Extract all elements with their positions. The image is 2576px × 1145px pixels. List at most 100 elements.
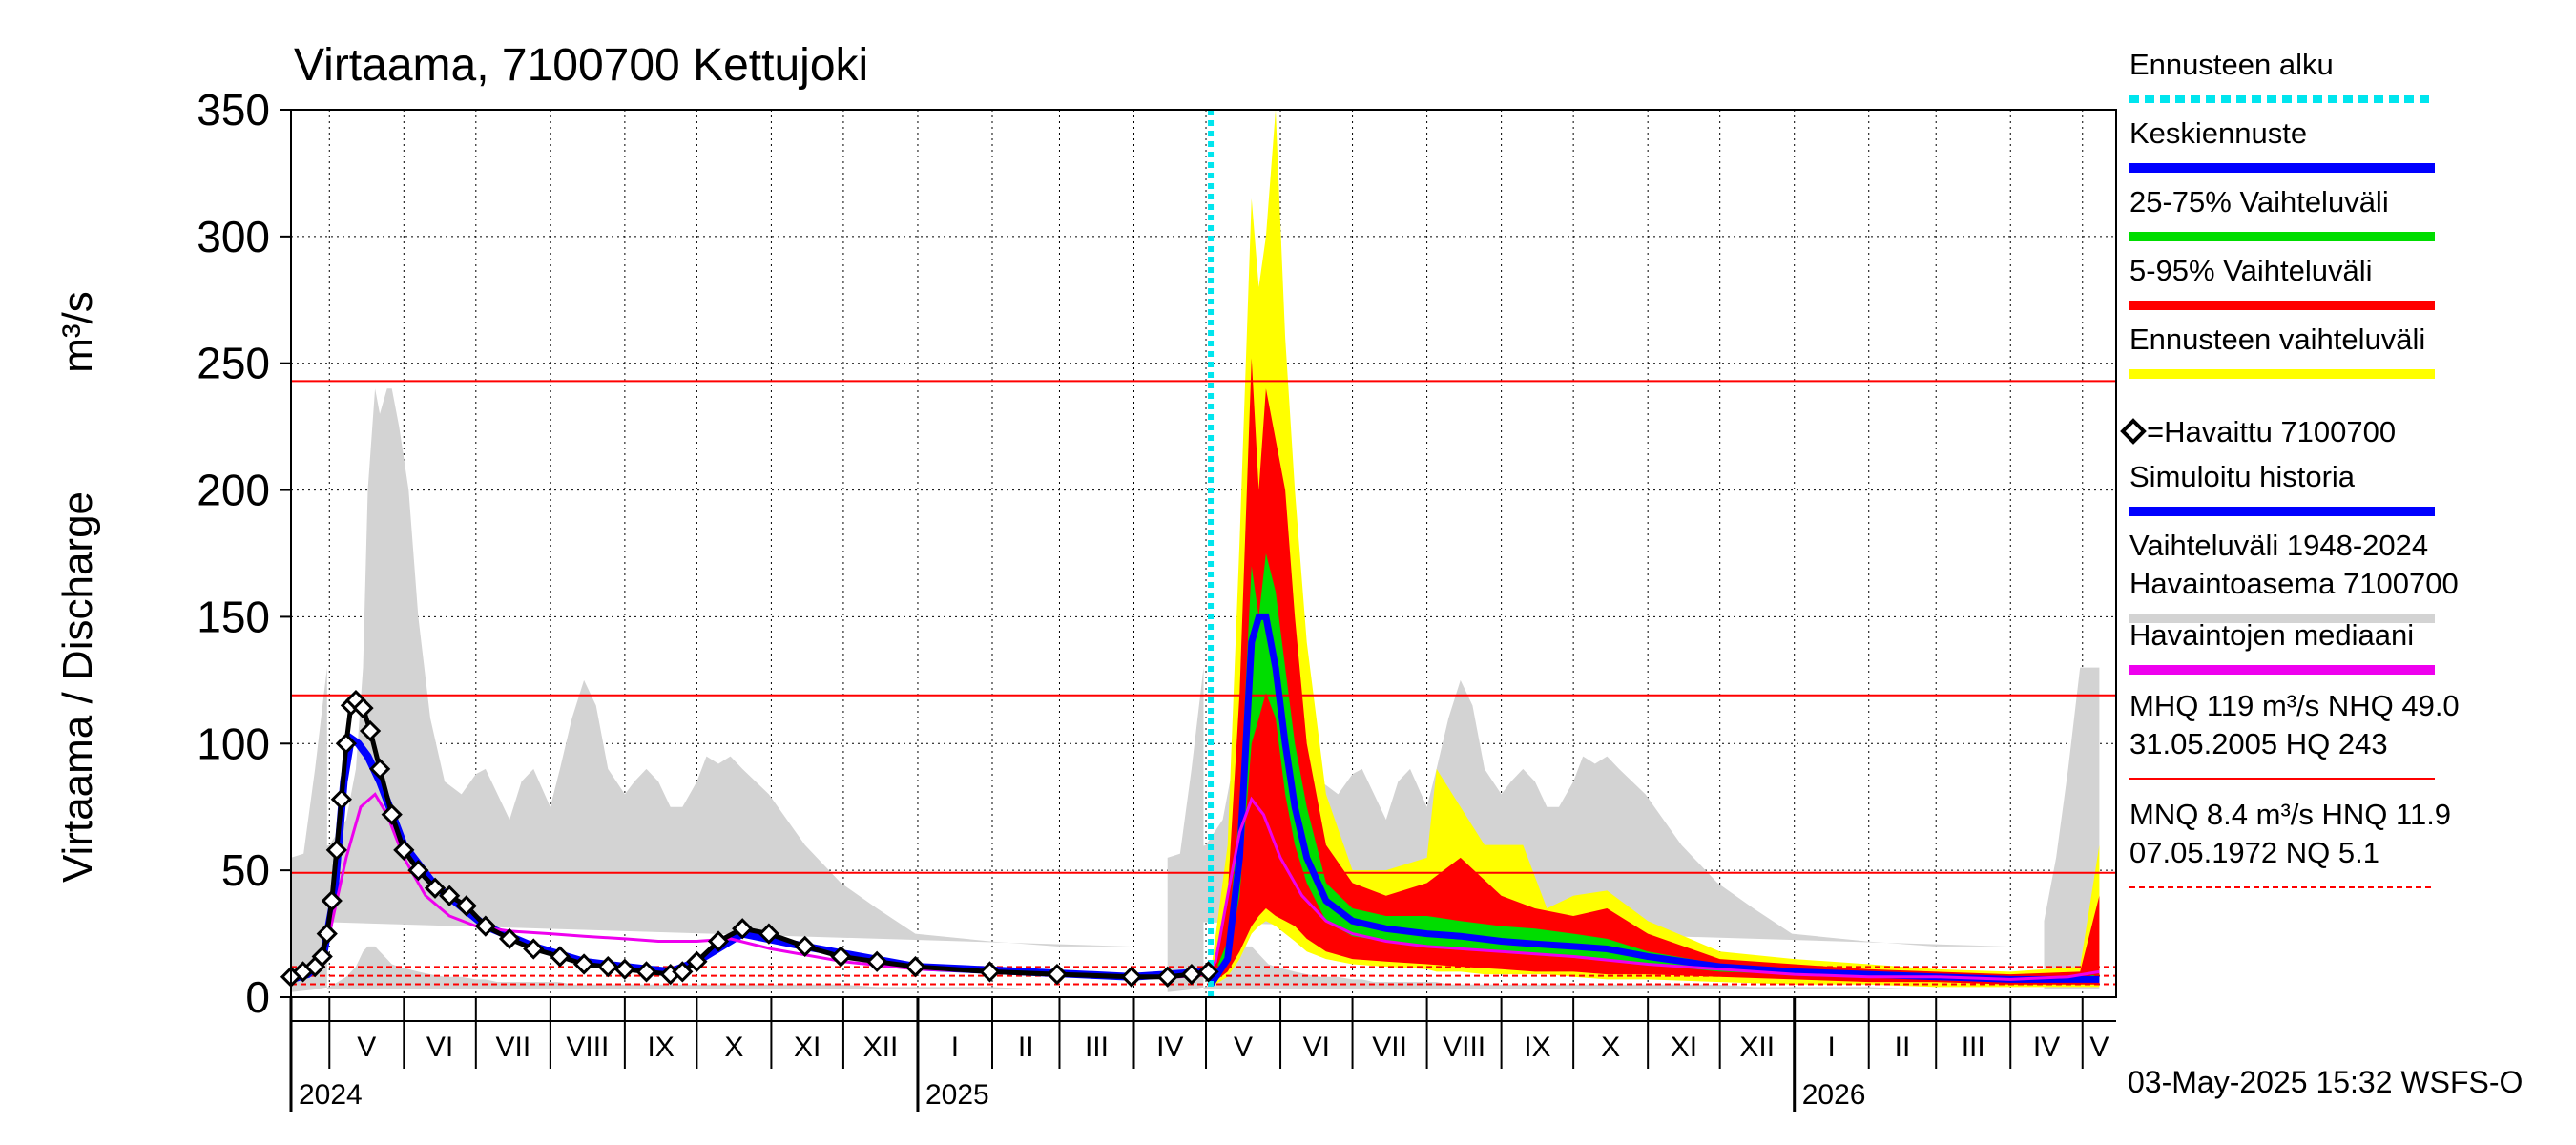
range-5-95-area [1211, 358, 2100, 985]
observed-point [352, 697, 374, 719]
year-label: 2026 [1802, 1079, 1866, 1111]
observed-point [979, 961, 1001, 983]
observed-point [321, 889, 343, 912]
y-axis-unit: m³/s [54, 291, 101, 373]
legend-label-line2: Havaintoasema 7100700 [2129, 567, 2459, 600]
month-label: IV [1156, 1031, 1183, 1063]
month-label: VI [1303, 1031, 1330, 1063]
observed-point [381, 803, 403, 825]
month-label: IX [1524, 1031, 1550, 1063]
y-tick-label: 150 [197, 592, 270, 641]
year-label: 2025 [925, 1079, 989, 1111]
observed-point [1120, 966, 1143, 988]
observed-point [311, 946, 333, 968]
month-label: XI [794, 1031, 821, 1063]
legend-label: Simuloitu historia [2129, 460, 2356, 493]
month-label: IX [647, 1031, 674, 1063]
month-label: III [1085, 1031, 1109, 1063]
month-label: X [724, 1031, 743, 1063]
month-label: VIII [566, 1031, 609, 1063]
month-label: XII [863, 1031, 899, 1063]
month-label: VI [426, 1031, 453, 1063]
y-axis-label: Virtaama / Discharge [54, 491, 101, 883]
median-forecast-line [1208, 613, 2100, 987]
observed-point [439, 885, 461, 906]
month-label: I [1828, 1031, 1836, 1063]
observed-point [393, 839, 415, 862]
month-label: V [1234, 1031, 1253, 1063]
footer-timestamp: 03-May-2025 15:32 WSFS-O [2128, 1065, 2523, 1099]
observed-point [316, 923, 338, 945]
y-tick-label: 350 [197, 85, 270, 135]
observed-point [572, 953, 595, 975]
month-label: XII [1739, 1031, 1775, 1063]
y-tick-label: 250 [197, 339, 270, 388]
month-label: II [1895, 1031, 1911, 1063]
observed-markers [280, 689, 1219, 988]
observed-point [830, 946, 852, 968]
observed-point [1156, 966, 1178, 988]
observed-point [904, 955, 926, 978]
plot-frame [290, 109, 2117, 998]
month-label: I [951, 1031, 959, 1063]
observed-point [672, 961, 694, 983]
observed-point [424, 877, 447, 899]
legend-label: MNQ 8.4 m³/s HNQ 11.9 [2129, 798, 2451, 831]
legend-label: MHQ 119 m³/s NHQ 49.0 [2129, 689, 2460, 722]
observed-point [330, 788, 352, 810]
observed-point [369, 758, 391, 780]
legend-label: Vaihteluväli 1948-2024 [2129, 529, 2428, 562]
month-label: VIII [1443, 1031, 1485, 1063]
legend-label: Keskiennuste [2129, 116, 2307, 150]
observed-point [335, 733, 358, 755]
observed-point [523, 938, 545, 960]
month-label: XI [1671, 1031, 1697, 1063]
y-tick-label: 100 [197, 718, 270, 768]
y-tick-label: 0 [245, 972, 270, 1022]
month-label: V [357, 1031, 376, 1063]
month-label: IV [2033, 1031, 2060, 1063]
historical-range-area-2025 [1167, 388, 2008, 992]
y-tick-label: 50 [221, 845, 270, 895]
legend-label: 25-75% Vaihteluväli [2129, 185, 2389, 219]
forecast-bands [1211, 110, 2100, 988]
y-tick-label: 200 [197, 466, 270, 515]
observed-point [359, 719, 382, 742]
legend: Ennusteen alku Keskiennuste 25-75% Vaihtel… [2120, 48, 2460, 888]
legend-label-line2: 07.05.1972 NQ 5.1 [2129, 836, 2379, 869]
observed-point [549, 946, 571, 968]
month-label: X [1601, 1031, 1620, 1063]
legend-label-line2: 31.05.2005 HQ 243 [2129, 727, 2388, 760]
chart-title: Virtaama, 7100700 Kettujoki [294, 40, 868, 91]
legend-label: Havaintojen mediaani [2129, 618, 2414, 652]
observed-point [325, 839, 347, 862]
observed-point [635, 961, 657, 983]
observed-point [758, 923, 780, 945]
month-label: V [2089, 1031, 2109, 1063]
observed-point [794, 935, 816, 957]
month-label: VII [1372, 1031, 1407, 1063]
year-label: 2024 [299, 1079, 363, 1111]
month-label: VII [495, 1031, 530, 1063]
legend-label: Ennusteen alku [2129, 48, 2334, 81]
observed-point [1180, 963, 1203, 986]
observed-point [474, 915, 497, 937]
observed-point [732, 918, 754, 940]
observed-point [613, 958, 635, 980]
historical-range-band [291, 388, 2100, 992]
historical-range-area-2026 [2044, 667, 2100, 989]
observed-point [1046, 963, 1069, 986]
legend-label: =Havaittu 7100700 [2147, 415, 2396, 448]
observed-point [597, 955, 619, 978]
historical-range-area-2024 [291, 388, 1132, 992]
observed-point [498, 927, 521, 950]
legend-marker [2120, 418, 2147, 445]
legend-label: Ennusteen vaihteluväli [2129, 323, 2425, 356]
observed-point [407, 860, 429, 882]
month-label: II [1018, 1031, 1034, 1063]
observed-point [1197, 961, 1219, 983]
y-tick-label: 300 [197, 212, 270, 261]
month-label: III [1962, 1031, 1985, 1063]
